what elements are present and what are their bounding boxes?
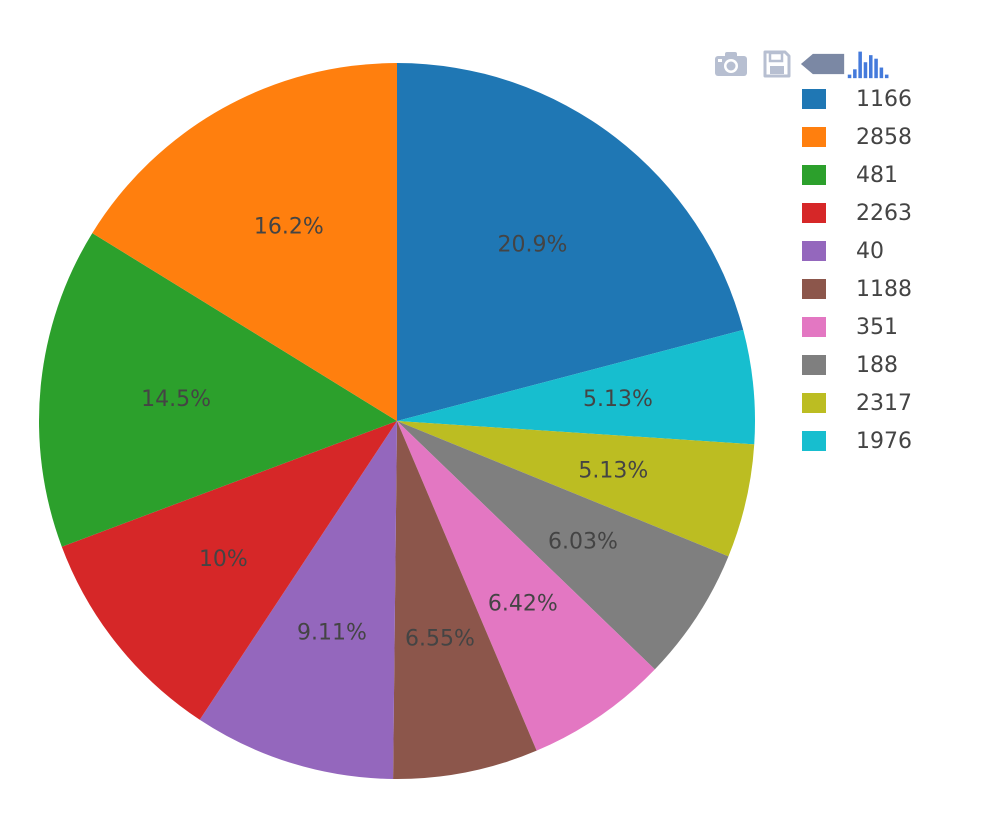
back-button[interactable] bbox=[800, 46, 846, 82]
legend-label: 1188 bbox=[856, 276, 912, 302]
legend-label: 1976 bbox=[856, 428, 912, 454]
slice-percent-label: 9.11% bbox=[297, 621, 367, 646]
slice-percent-label: 6.42% bbox=[488, 591, 558, 616]
legend-item-1976[interactable]: 1976 bbox=[802, 422, 912, 460]
legend-swatch bbox=[802, 127, 826, 147]
legend-label: 481 bbox=[856, 162, 898, 188]
legend-label: 2317 bbox=[856, 390, 912, 416]
save-button[interactable] bbox=[754, 46, 800, 82]
legend-label: 2858 bbox=[856, 124, 912, 150]
pie-slice-40[interactable] bbox=[199, 421, 397, 779]
slice-percent-label: 20.9% bbox=[498, 233, 568, 258]
plotly-logo-button[interactable] bbox=[846, 46, 892, 82]
pie-slice-188[interactable] bbox=[397, 421, 729, 670]
slice-percent-label: 6.55% bbox=[405, 626, 475, 651]
save-icon bbox=[763, 50, 791, 78]
pie-slice-1188[interactable] bbox=[393, 421, 537, 780]
legend-item-1166[interactable]: 1166 bbox=[802, 80, 912, 118]
legend-swatch bbox=[802, 317, 826, 337]
legend-item-2317[interactable]: 2317 bbox=[802, 384, 912, 422]
legend-swatch bbox=[802, 165, 826, 185]
back-arrow-icon bbox=[800, 53, 845, 75]
bar-chart-logo-icon bbox=[847, 51, 889, 79]
slice-percent-label: 5.13% bbox=[578, 458, 648, 483]
camera-icon bbox=[715, 52, 747, 76]
legend-item-481[interactable]: 481 bbox=[802, 156, 912, 194]
legend-label: 1166 bbox=[856, 86, 912, 112]
slice-percent-label: 10% bbox=[199, 547, 248, 572]
legend: 1166 2858 481 2263 40 1188 351 188 2317 1976 bbox=[802, 80, 912, 460]
legend-swatch bbox=[802, 279, 826, 299]
pie-slice-1166[interactable] bbox=[397, 63, 744, 421]
slice-percent-label: 16.2% bbox=[254, 215, 324, 240]
legend-item-351[interactable]: 351 bbox=[802, 308, 912, 346]
legend-label: 40 bbox=[856, 238, 884, 264]
legend-item-40[interactable]: 40 bbox=[802, 232, 912, 270]
legend-swatch bbox=[802, 431, 826, 451]
legend-swatch bbox=[802, 203, 826, 223]
pie-slice-2317[interactable] bbox=[397, 421, 755, 557]
pie-slice-351[interactable] bbox=[397, 421, 655, 751]
download-plot-button[interactable] bbox=[708, 46, 754, 82]
legend-swatch bbox=[802, 393, 826, 413]
legend-label: 351 bbox=[856, 314, 898, 340]
legend-swatch bbox=[802, 89, 826, 109]
legend-label: 2263 bbox=[856, 200, 912, 226]
legend-item-2858[interactable]: 2858 bbox=[802, 118, 912, 156]
pie-slice-2263[interactable] bbox=[61, 421, 397, 720]
legend-swatch bbox=[802, 355, 826, 375]
slice-percent-label: 5.13% bbox=[583, 387, 653, 412]
slice-percent-label: 6.03% bbox=[548, 530, 618, 555]
pie-slice-2858[interactable] bbox=[92, 63, 397, 421]
legend-label: 188 bbox=[856, 352, 898, 378]
legend-item-188[interactable]: 188 bbox=[802, 346, 912, 384]
pie-slice-1976[interactable] bbox=[397, 329, 756, 445]
pie-slice-481[interactable] bbox=[39, 233, 397, 547]
legend-item-1188[interactable]: 1188 bbox=[802, 270, 912, 308]
legend-swatch bbox=[802, 241, 826, 261]
slice-percent-label: 14.5% bbox=[141, 387, 211, 412]
modebar bbox=[708, 46, 892, 82]
legend-item-2263[interactable]: 2263 bbox=[802, 194, 912, 232]
